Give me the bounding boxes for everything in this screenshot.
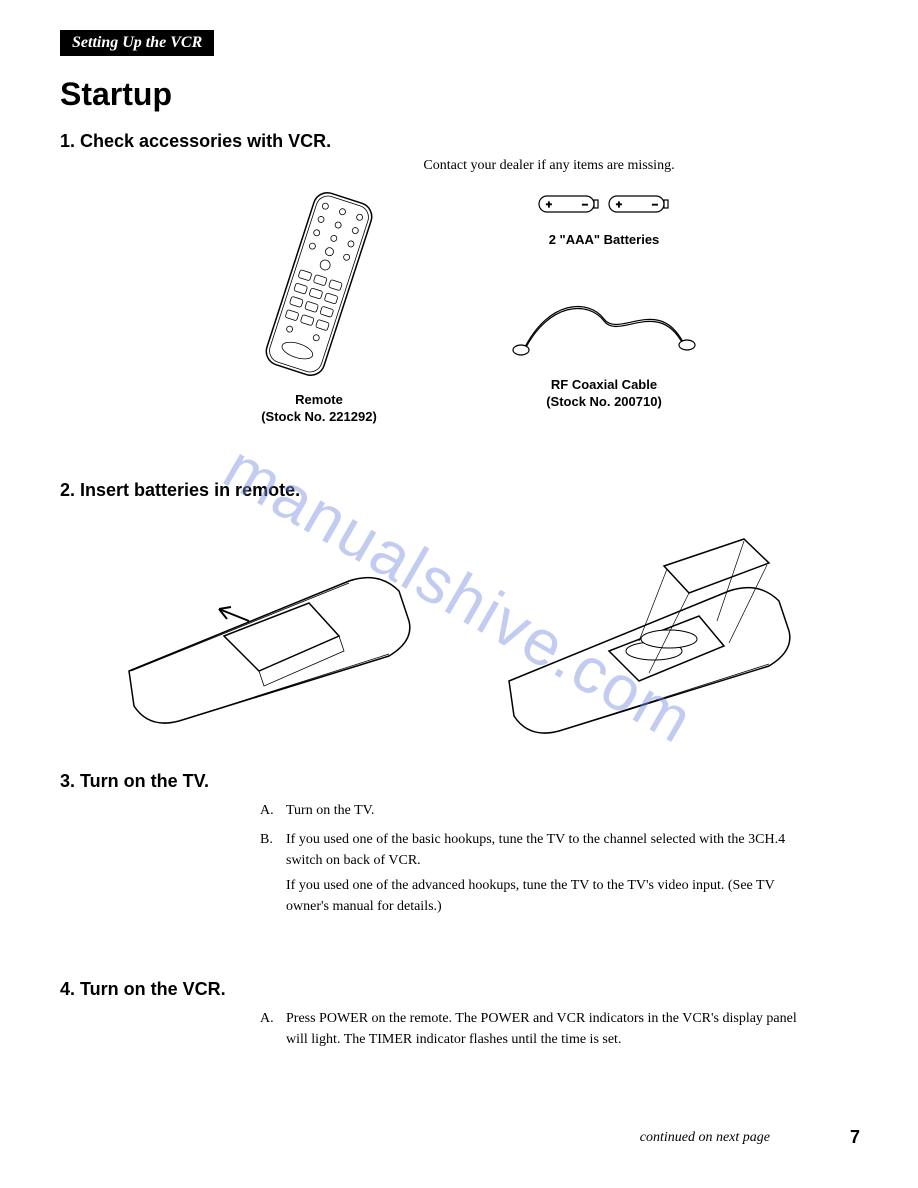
svg-text:−: − — [582, 200, 588, 211]
accessories-row: Remote (Stock No. 221292) + − + − 2 "AAA… — [60, 184, 858, 426]
cable-icon — [509, 289, 699, 369]
page-footer: continued on next page 7 — [60, 1127, 860, 1148]
batteries-caption: 2 "AAA" Batteries — [549, 232, 660, 249]
list-text: Press POWER on the remote. The POWER and… — [286, 1008, 806, 1050]
svg-text:+: + — [546, 200, 552, 211]
list-letter: B. — [260, 829, 278, 917]
page-title: Startup — [60, 76, 858, 113]
section1-heading: 1. Check accessories with VCR. — [60, 131, 858, 152]
batteries-column: + − + − 2 "AAA" Batteries — [509, 184, 699, 249]
remote-caption-line1: Remote — [261, 392, 377, 409]
section-header: Setting Up the VCR — [60, 30, 214, 56]
section3-list: A. Turn on the TV. B. If you used one of… — [260, 800, 858, 917]
section4-list: A. Press POWER on the remote. The POWER … — [260, 1008, 858, 1050]
battery-insert-row — [60, 521, 858, 741]
cable-caption-line2: (Stock No. 200710) — [546, 394, 662, 411]
cable-column: RF Coaxial Cable (Stock No. 200710) — [509, 289, 699, 411]
list-item: A. Turn on the TV. — [260, 800, 858, 821]
svg-text:−: − — [652, 200, 658, 211]
section4-heading: 4. Turn on the VCR. — [60, 979, 858, 1000]
section1-instruction: Contact your dealer if any items are mis… — [240, 158, 858, 174]
list-text: If you used one of the basic hookups, tu… — [286, 829, 806, 917]
remote-caption: Remote (Stock No. 221292) — [261, 392, 377, 426]
remote-column: Remote (Stock No. 221292) — [219, 184, 419, 426]
remote-caption-line2: (Stock No. 221292) — [261, 409, 377, 426]
list-text-sub: If you used one of the advanced hookups,… — [286, 875, 806, 917]
list-text: Turn on the TV. — [286, 800, 374, 821]
continued-text: continued on next page — [640, 1130, 770, 1146]
page-number: 7 — [850, 1127, 860, 1148]
cable-caption-line1: RF Coaxial Cable — [546, 377, 662, 394]
list-letter: A. — [260, 1008, 278, 1050]
section2-heading: 2. Insert batteries in remote. — [60, 480, 858, 501]
svg-text:+: + — [616, 200, 622, 211]
remote-back-open-icon — [489, 521, 809, 741]
section3-heading: 3. Turn on the TV. — [60, 771, 858, 792]
cable-caption: RF Coaxial Cable (Stock No. 200710) — [546, 377, 662, 411]
list-letter: A. — [260, 800, 278, 821]
batteries-icon: + − + − — [534, 184, 674, 224]
list-text-main: If you used one of the basic hookups, tu… — [286, 829, 806, 871]
section-header-text: Setting Up the VCR — [72, 34, 202, 51]
list-item: A. Press POWER on the remote. The POWER … — [260, 1008, 858, 1050]
list-item: B. If you used one of the basic hookups,… — [260, 829, 858, 917]
remote-back-closed-icon — [109, 521, 429, 741]
remote-icon — [219, 184, 419, 384]
right-accessory-stack: + − + − 2 "AAA" Batteries — [509, 184, 699, 426]
